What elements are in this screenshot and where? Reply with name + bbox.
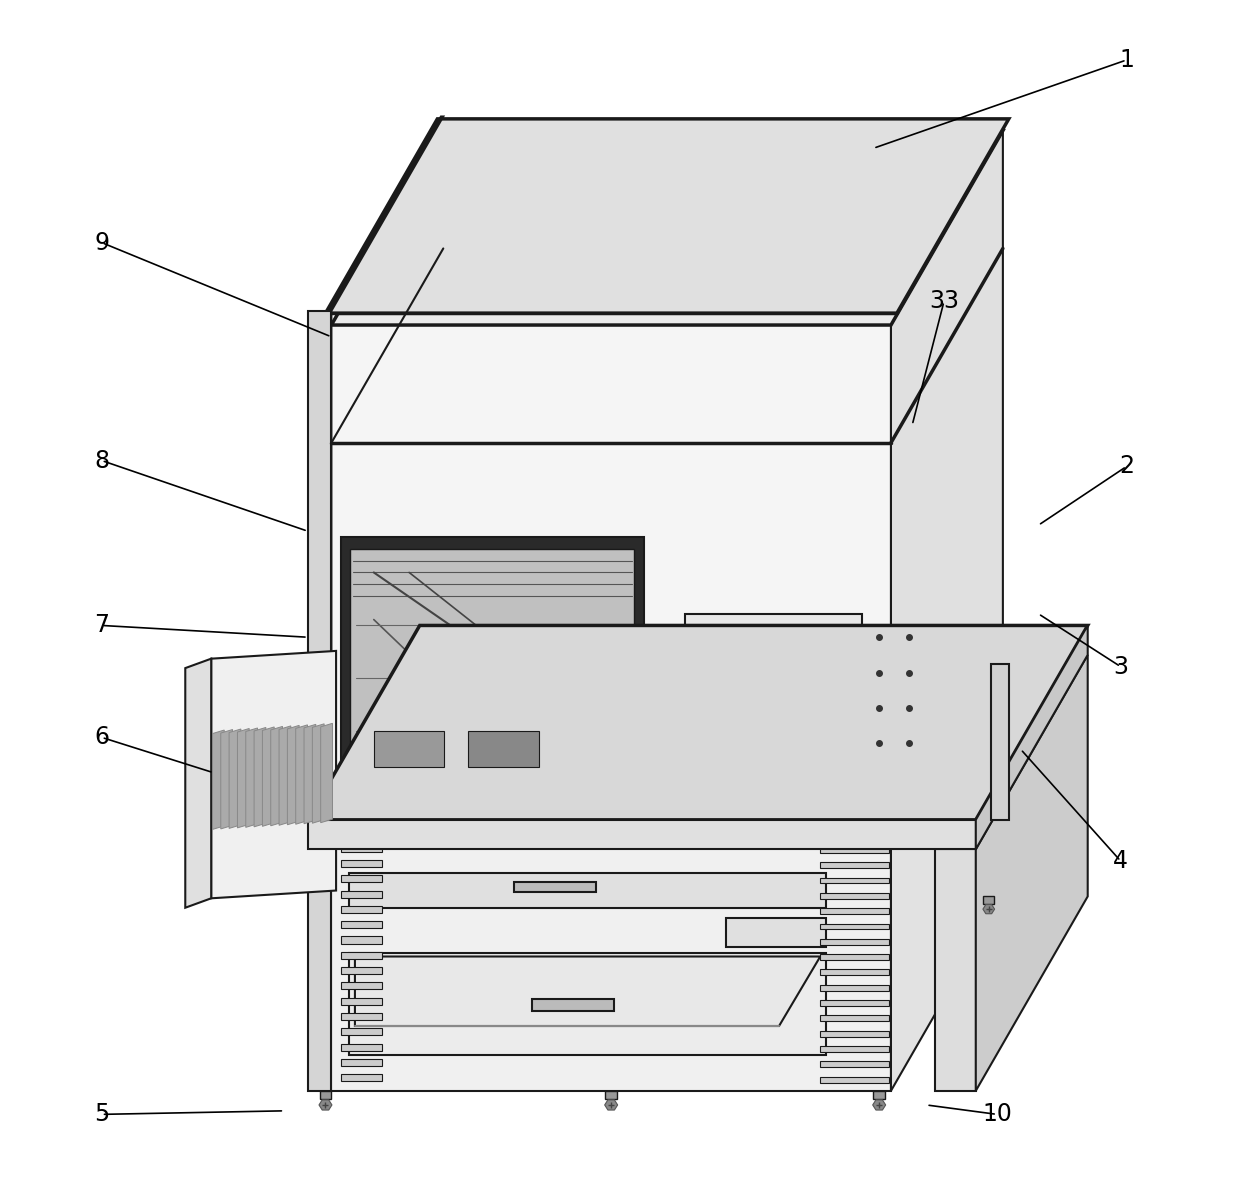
Polygon shape	[325, 119, 1009, 313]
Polygon shape	[341, 1029, 382, 1036]
Polygon shape	[355, 956, 821, 1026]
Polygon shape	[821, 893, 889, 899]
Polygon shape	[341, 830, 382, 837]
Polygon shape	[532, 999, 614, 1011]
Polygon shape	[350, 548, 634, 778]
Polygon shape	[341, 998, 382, 1005]
Polygon shape	[873, 1100, 885, 1110]
Polygon shape	[892, 626, 1003, 1091]
Text: 3: 3	[1114, 654, 1128, 678]
Polygon shape	[211, 651, 336, 899]
Polygon shape	[308, 820, 331, 1091]
Polygon shape	[727, 918, 826, 948]
Polygon shape	[331, 820, 892, 1091]
Polygon shape	[341, 906, 382, 913]
Polygon shape	[892, 131, 1003, 820]
Polygon shape	[229, 730, 241, 828]
Polygon shape	[873, 1091, 885, 1099]
Polygon shape	[821, 924, 889, 930]
Polygon shape	[983, 896, 994, 904]
Polygon shape	[319, 1100, 332, 1110]
Polygon shape	[246, 728, 258, 827]
Text: 5: 5	[94, 1103, 109, 1126]
Polygon shape	[308, 820, 976, 849]
Polygon shape	[821, 1076, 889, 1082]
Polygon shape	[221, 730, 233, 828]
Polygon shape	[821, 939, 889, 945]
Polygon shape	[341, 875, 382, 882]
Text: 10: 10	[982, 1103, 1012, 1126]
Polygon shape	[320, 1091, 331, 1099]
Polygon shape	[308, 626, 1087, 820]
Polygon shape	[821, 985, 889, 991]
Polygon shape	[312, 724, 324, 824]
Polygon shape	[821, 969, 889, 975]
Polygon shape	[605, 1100, 618, 1110]
Polygon shape	[270, 726, 283, 826]
Polygon shape	[341, 845, 382, 851]
Polygon shape	[821, 954, 889, 960]
Polygon shape	[288, 726, 299, 825]
Polygon shape	[341, 951, 382, 958]
Polygon shape	[341, 538, 644, 790]
Polygon shape	[341, 1074, 382, 1081]
Polygon shape	[331, 325, 892, 820]
Polygon shape	[341, 1044, 382, 1051]
Polygon shape	[329, 117, 443, 820]
Text: 4: 4	[1114, 849, 1128, 873]
Polygon shape	[341, 859, 382, 867]
Text: 33: 33	[929, 290, 959, 313]
Polygon shape	[821, 862, 889, 868]
Polygon shape	[295, 725, 308, 824]
Polygon shape	[348, 873, 826, 908]
Polygon shape	[467, 732, 538, 766]
Text: 2: 2	[1118, 454, 1135, 478]
Polygon shape	[684, 614, 862, 749]
Polygon shape	[348, 952, 826, 1055]
Polygon shape	[341, 1013, 382, 1020]
Polygon shape	[341, 1058, 382, 1066]
Polygon shape	[341, 982, 382, 989]
Polygon shape	[605, 1091, 618, 1099]
Polygon shape	[341, 967, 382, 974]
Polygon shape	[976, 626, 1087, 849]
Polygon shape	[821, 848, 889, 852]
Polygon shape	[212, 730, 224, 830]
Polygon shape	[304, 725, 316, 824]
Polygon shape	[263, 727, 274, 826]
Polygon shape	[341, 937, 382, 944]
Polygon shape	[821, 1000, 889, 1006]
Polygon shape	[513, 882, 596, 892]
Text: 9: 9	[94, 230, 109, 255]
Polygon shape	[821, 832, 889, 838]
Polygon shape	[983, 905, 994, 914]
Polygon shape	[331, 131, 1003, 325]
Polygon shape	[185, 659, 211, 908]
Polygon shape	[821, 908, 889, 914]
Text: 7: 7	[94, 614, 109, 638]
Text: 1: 1	[1120, 48, 1135, 72]
Polygon shape	[935, 849, 976, 1091]
Polygon shape	[341, 921, 382, 929]
Polygon shape	[341, 890, 382, 898]
Text: 8: 8	[94, 448, 109, 472]
Polygon shape	[237, 728, 249, 828]
Polygon shape	[308, 311, 331, 820]
Polygon shape	[821, 1016, 889, 1022]
Polygon shape	[821, 1061, 889, 1067]
Polygon shape	[821, 877, 889, 883]
Polygon shape	[821, 1047, 889, 1051]
Polygon shape	[321, 724, 332, 822]
Polygon shape	[976, 654, 1087, 1091]
Polygon shape	[254, 727, 265, 827]
Polygon shape	[821, 1031, 889, 1037]
Polygon shape	[991, 664, 1009, 820]
Text: 6: 6	[94, 726, 109, 750]
Polygon shape	[279, 726, 291, 825]
Polygon shape	[373, 732, 444, 766]
